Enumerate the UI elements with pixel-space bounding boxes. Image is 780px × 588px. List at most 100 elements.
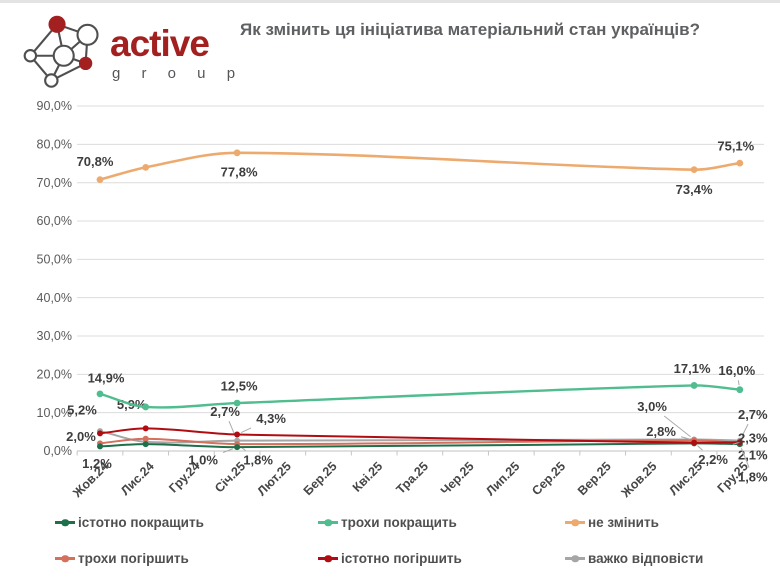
y-tick-label: 10,0% <box>37 406 72 420</box>
data-label: 1,0% <box>188 453 218 468</box>
legend-dot-icon <box>571 518 579 527</box>
leader-line <box>663 415 691 438</box>
data-label: 2,0% <box>66 429 96 444</box>
data-label: 77,8% <box>221 164 258 179</box>
data-point <box>690 166 698 174</box>
x-tick-label: Лип.25 <box>483 459 522 498</box>
x-tick-label: Чер.25 <box>438 459 477 498</box>
legend-item-4: істотно погіршить <box>318 551 565 566</box>
brand-text: active g r o u p <box>110 25 244 82</box>
data-point <box>736 386 744 394</box>
x-tick-label: Кві.25 <box>350 459 386 495</box>
y-tick-label: 0,0% <box>44 444 73 458</box>
x-tick-label: Бер.25 <box>301 459 340 498</box>
leader-line <box>732 440 745 445</box>
data-label: 2,7% <box>210 404 240 419</box>
y-tick-label: 70,0% <box>37 176 72 190</box>
legend-label: істотно погіршить <box>341 551 462 566</box>
series-line <box>98 151 742 181</box>
data-label: 5,2% <box>67 403 97 418</box>
data-label: 14,9% <box>88 370 125 385</box>
data-label: 4,3% <box>256 411 286 426</box>
leader-line <box>740 448 750 468</box>
data-point <box>96 176 104 184</box>
legend-dot-icon <box>324 518 332 527</box>
data-point <box>234 444 241 451</box>
x-tick-label: Сер.25 <box>529 459 568 498</box>
legend-marker-icon <box>55 554 75 563</box>
leader-line <box>240 427 252 434</box>
legend-label: істотно покращить <box>78 515 204 530</box>
legend-item-1: трохи покращить <box>318 515 565 530</box>
legend-dot-icon <box>61 518 69 527</box>
legend-marker-icon <box>55 518 75 527</box>
brand-name: active <box>110 23 210 64</box>
leader-line <box>680 436 690 440</box>
data-label: 2,2% <box>698 452 728 467</box>
data-label: 3,0% <box>637 399 667 414</box>
y-tick-label: 80,0% <box>37 138 72 152</box>
leader-line <box>742 445 744 447</box>
data-point <box>96 390 104 398</box>
brand-subname: g r o u p <box>112 65 244 82</box>
y-tick-label: 20,0% <box>37 368 72 382</box>
x-tick-label: Лис.24 <box>118 459 157 498</box>
x-tick-label: Вер.25 <box>575 459 614 498</box>
y-tick-label: 50,0% <box>37 253 72 267</box>
data-point <box>142 163 150 171</box>
data-point <box>233 149 241 157</box>
data-point <box>736 159 744 167</box>
data-point <box>233 399 241 407</box>
data-label: 1,8% <box>243 453 273 468</box>
legend-item-2: не змінить <box>565 515 765 530</box>
y-tick-label: 60,0% <box>37 214 72 228</box>
legend-marker-icon <box>318 518 338 527</box>
legend-marker-icon <box>318 554 338 563</box>
data-label: 12,5% <box>221 379 258 394</box>
legend-label: трохи покращить <box>341 515 457 530</box>
data-label: 16,0% <box>718 363 755 378</box>
data-label: 17,1% <box>674 361 711 376</box>
data-point <box>142 425 149 432</box>
data-point <box>691 439 698 446</box>
leader-line <box>697 445 703 451</box>
legend-label: не змінить <box>588 515 659 530</box>
data-label: 73,4% <box>676 182 713 197</box>
data-point <box>690 382 698 389</box>
data-point <box>142 435 149 442</box>
legend-item-5: важко відповісти <box>565 551 765 566</box>
leader-line <box>741 423 749 437</box>
data-point <box>142 403 150 411</box>
x-tick-label: Тра.25 <box>393 459 431 497</box>
x-tick-label: Жов.25 <box>618 459 660 501</box>
legend-marker-icon <box>565 554 585 563</box>
data-label: 2,8% <box>646 424 676 439</box>
legend-label: трохи погіршить <box>78 551 189 566</box>
leader-line <box>737 380 740 386</box>
data-point <box>234 431 241 438</box>
leader-line <box>222 448 234 453</box>
y-tick-label: 90,0% <box>37 99 72 113</box>
chart-title: Як змінить ця ініціатива матеріальний ст… <box>240 20 700 39</box>
data-label: 2,3% <box>738 431 768 446</box>
data-label: 70,8% <box>77 154 114 169</box>
y-tick-label: 30,0% <box>37 329 72 343</box>
data-point <box>142 441 149 448</box>
y-tick-label: 40,0% <box>37 291 72 305</box>
line-chart: 0,0% 10,0% 20,0% 30,0% 40,0% 50,0% 60,0% 70,0% 8… <box>37 99 769 501</box>
data-label: 1,2% <box>82 456 112 471</box>
data-label: 1,8% <box>738 470 768 485</box>
legend-dot-icon <box>61 554 69 563</box>
network-graph-icon <box>23 15 99 88</box>
data-label: 75,1% <box>717 139 754 154</box>
legend-item-3: трохи погіршить <box>55 551 318 566</box>
legend-label: важко відповісти <box>588 551 704 566</box>
data-point <box>97 443 103 450</box>
legend-marker-icon <box>565 518 585 527</box>
chart-legend: істотно покращить трохи покращить не зміни… <box>55 515 765 566</box>
brand-logo: active g r o u p <box>14 11 244 91</box>
legend-dot-icon <box>324 554 332 563</box>
legend-dot-icon <box>571 554 579 563</box>
legend-item-0: істотно покращить <box>55 515 318 530</box>
